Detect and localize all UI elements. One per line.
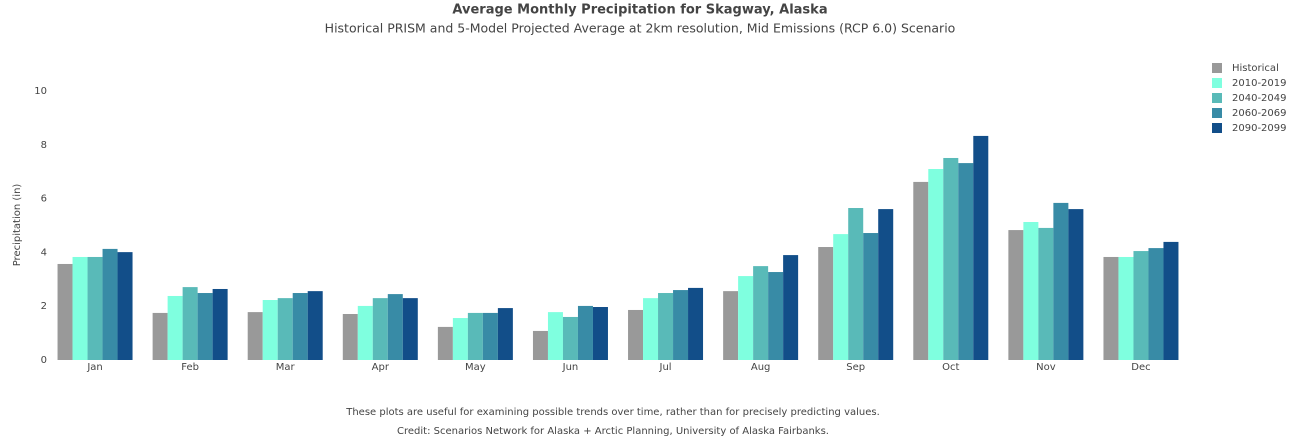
legend-label: 2090-2099 xyxy=(1232,123,1287,134)
bar xyxy=(547,312,563,360)
bar xyxy=(958,163,974,360)
bar xyxy=(943,157,959,360)
y-tick-label: 8 xyxy=(41,140,47,151)
x-tick-label: Apr xyxy=(372,362,390,373)
bar xyxy=(673,290,689,360)
y-tick-label: 4 xyxy=(41,247,47,258)
bar xyxy=(387,294,403,360)
legend-swatch xyxy=(1212,93,1222,103)
x-tick-label: Oct xyxy=(942,362,959,373)
bar xyxy=(212,288,228,360)
bar xyxy=(152,312,168,360)
legend-label: Historical xyxy=(1232,63,1279,74)
bar xyxy=(342,314,358,360)
bar xyxy=(973,135,989,360)
bar xyxy=(818,247,834,360)
x-tick-label: Mar xyxy=(276,362,296,373)
y-axis-label: Precipitation (in) xyxy=(12,184,23,267)
x-tick-label: Jun xyxy=(562,362,579,373)
x-tick-label: Dec xyxy=(1131,362,1150,373)
bar xyxy=(878,209,894,360)
bar xyxy=(57,263,73,360)
bar xyxy=(643,298,659,360)
bar xyxy=(402,298,418,360)
footnote: Credit: Scenarios Network for Alaska + A… xyxy=(397,426,829,437)
legend-swatch xyxy=(1212,108,1222,118)
bar xyxy=(452,318,468,360)
bar xyxy=(753,266,769,360)
bar xyxy=(1038,227,1054,360)
bar xyxy=(1163,241,1179,360)
bar xyxy=(437,326,453,360)
legend-label: 2010-2019 xyxy=(1232,78,1287,89)
bar xyxy=(688,287,704,360)
bar xyxy=(307,291,323,360)
y-tick-label: 6 xyxy=(41,194,47,205)
x-tick-label: Feb xyxy=(181,362,199,373)
bar xyxy=(72,256,88,360)
bar xyxy=(532,330,548,360)
bar xyxy=(197,293,213,360)
bar xyxy=(247,312,263,360)
chart-subtitle: Historical PRISM and 5-Model Projected A… xyxy=(325,21,956,36)
bar xyxy=(1103,256,1119,360)
legend-swatch xyxy=(1212,63,1222,73)
bar xyxy=(1023,222,1039,360)
bar xyxy=(768,272,784,360)
bar xyxy=(497,308,513,360)
bar xyxy=(913,181,929,360)
legend-swatch xyxy=(1212,123,1222,133)
bar xyxy=(833,234,849,360)
x-tick-label: May xyxy=(465,362,486,373)
x-tick-label: Jul xyxy=(659,362,672,373)
bar xyxy=(723,291,739,360)
bar xyxy=(482,312,498,360)
y-tick-label: 0 xyxy=(41,355,47,366)
bar xyxy=(658,293,674,360)
bar xyxy=(167,295,183,360)
legend-label: 2060-2069 xyxy=(1232,108,1287,119)
chart-title: Average Monthly Precipitation for Skagwa… xyxy=(452,3,827,18)
bar xyxy=(562,316,578,360)
bar xyxy=(277,298,293,360)
bar xyxy=(467,312,483,360)
bar xyxy=(592,307,608,360)
bar xyxy=(848,208,864,360)
bar xyxy=(102,248,118,360)
bar xyxy=(1053,202,1069,360)
bar xyxy=(87,256,103,360)
x-tick-label: Jan xyxy=(86,362,102,373)
bar xyxy=(1148,248,1164,360)
bar xyxy=(357,305,373,360)
bar xyxy=(1068,209,1084,360)
x-tick-label: Aug xyxy=(751,362,771,373)
bar xyxy=(117,252,133,360)
legend-label: 2040-2049 xyxy=(1232,93,1287,104)
bar xyxy=(1118,256,1134,360)
bar xyxy=(738,276,754,360)
y-tick-label: 10 xyxy=(34,86,47,97)
bar xyxy=(783,255,799,360)
bar xyxy=(372,298,388,360)
bar xyxy=(1133,251,1149,360)
bar xyxy=(928,169,944,360)
bar xyxy=(292,293,308,360)
footnote: These plots are useful for examining pos… xyxy=(345,407,880,418)
bar xyxy=(577,305,593,360)
x-tick-label: Sep xyxy=(846,362,865,373)
bar xyxy=(1008,230,1024,360)
bar xyxy=(182,287,198,360)
bar xyxy=(863,233,879,360)
y-tick-label: 2 xyxy=(41,301,47,312)
bar xyxy=(628,309,644,360)
legend-swatch xyxy=(1212,78,1222,88)
x-tick-label: Nov xyxy=(1036,362,1056,373)
bar xyxy=(262,300,278,360)
